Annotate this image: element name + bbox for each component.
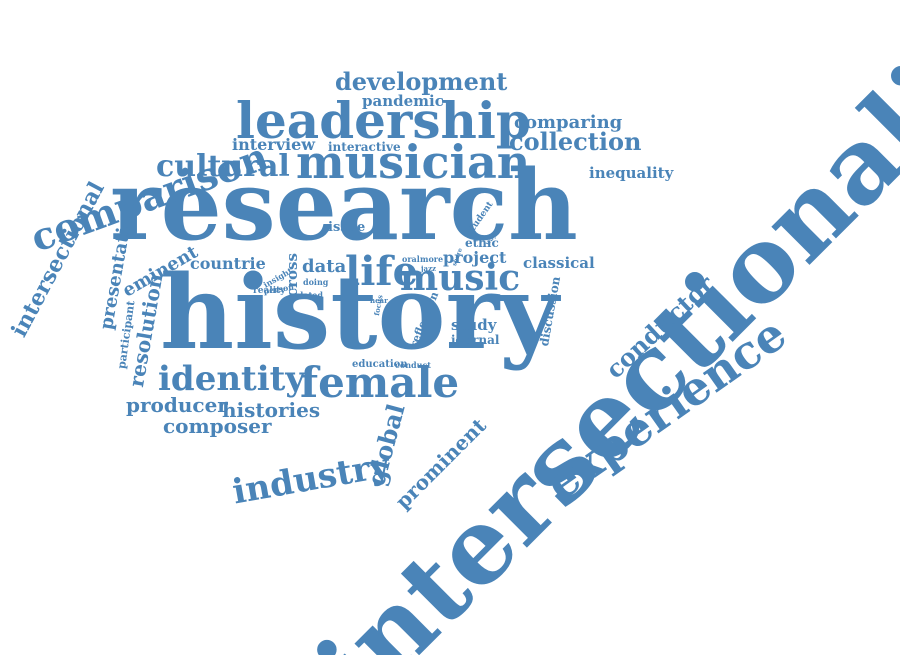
word-music: music bbox=[400, 257, 521, 299]
word-interactive: interactive bbox=[328, 140, 401, 154]
word-doing: doing bbox=[303, 277, 329, 287]
word-project: project bbox=[443, 248, 507, 267]
word-pandemic: pandemic bbox=[362, 92, 444, 110]
word-jazz: jazz bbox=[421, 264, 437, 273]
word-hear: hear bbox=[370, 296, 388, 305]
word-reality: reality bbox=[253, 286, 286, 296]
word-development: development bbox=[335, 67, 508, 96]
word-issue: issue bbox=[328, 220, 366, 235]
word-global: global bbox=[361, 400, 411, 489]
word-leadership: leadership bbox=[236, 91, 531, 150]
word-intersectional: intersectional bbox=[6, 177, 110, 342]
word-inequality: inequality bbox=[589, 164, 674, 182]
word-countrie: countrie bbox=[190, 254, 266, 273]
word-producer: producer bbox=[126, 393, 228, 417]
word-comparing: comparing bbox=[514, 112, 623, 133]
word-research: research bbox=[110, 149, 578, 262]
word-composer: composer bbox=[163, 414, 272, 438]
word-data: data bbox=[302, 256, 347, 277]
word-collection: collection bbox=[509, 127, 642, 156]
word-conduct: conduct bbox=[395, 360, 431, 370]
word-study: study bbox=[451, 316, 497, 334]
word-oral: oral bbox=[402, 254, 420, 264]
word-cultural: cultural bbox=[156, 149, 290, 184]
word-ethic: ethic bbox=[465, 236, 499, 250]
word-more: more bbox=[420, 254, 444, 264]
word-journal: journal bbox=[451, 333, 500, 347]
word-classical: classical bbox=[523, 254, 595, 272]
word-life: life bbox=[345, 248, 419, 295]
word-musician: musician bbox=[296, 135, 531, 189]
word-female: female bbox=[300, 358, 460, 407]
word-identity: identity bbox=[158, 359, 306, 399]
word-interview: interview bbox=[232, 135, 316, 154]
word-education: education bbox=[352, 359, 408, 370]
word-related: related bbox=[291, 290, 323, 300]
word-histories: histories bbox=[222, 398, 321, 422]
word-history: history bbox=[160, 253, 559, 373]
